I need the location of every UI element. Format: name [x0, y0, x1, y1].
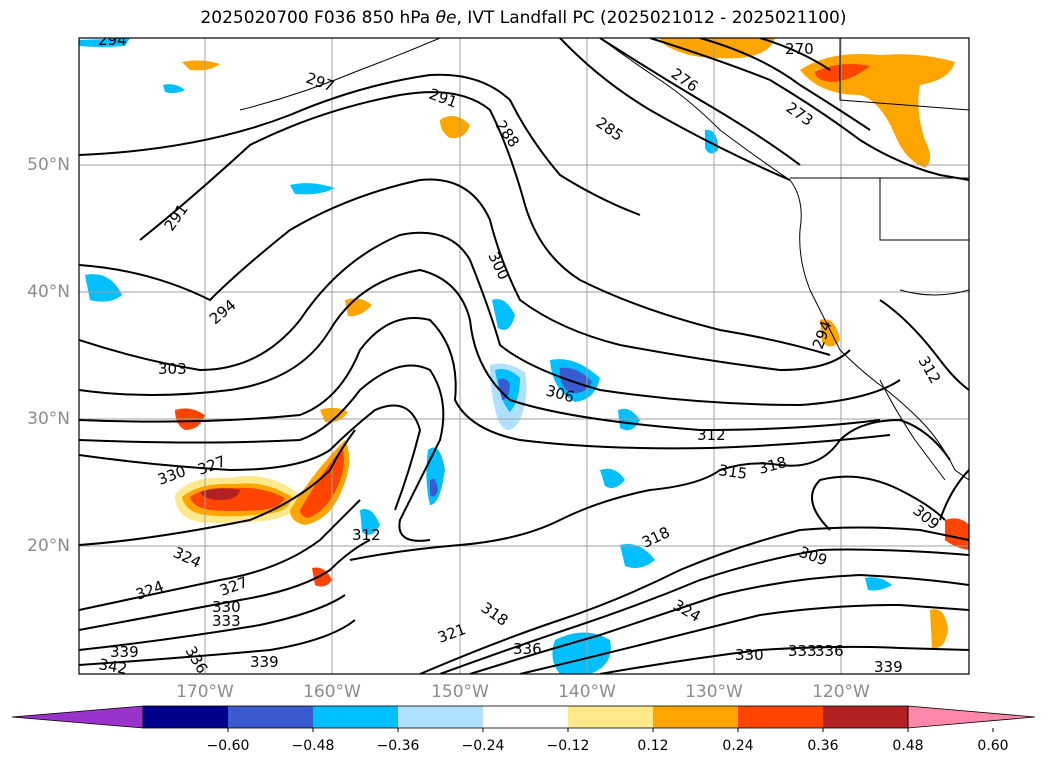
- contour-label: 339: [110, 643, 139, 661]
- map-frame: [78, 37, 970, 675]
- contour-label: 336: [513, 640, 542, 658]
- contour-label: 291: [161, 201, 192, 235]
- contour-label: 312: [697, 426, 726, 444]
- colorbar-segment: [568, 706, 653, 728]
- contour-label: 324: [670, 596, 704, 626]
- contour-label: 312: [352, 526, 381, 544]
- contour-labels: 294 297 291 288 285 276 270 273 291 294 …: [97, 31, 945, 678]
- lon-label: 160°W: [303, 682, 361, 702]
- colorbar-tick-label: 0.60: [977, 738, 1009, 754]
- lat-label: 20°N: [27, 536, 70, 556]
- contour-label: 285: [593, 114, 627, 145]
- colorbar-tick-label: −0.24: [461, 738, 505, 754]
- contour-label: 324: [133, 577, 166, 604]
- contour-label: 339: [874, 658, 903, 676]
- map-title: 2025020700 F036 850 hPa θe, IVT Landfall…: [0, 8, 1047, 28]
- gridlines: [79, 38, 969, 674]
- contour-label: 324: [170, 543, 204, 571]
- contour-label: 303: [158, 360, 187, 378]
- colorbar-segment: [398, 706, 483, 728]
- contour-label: 342: [97, 655, 128, 678]
- colorbar: [11, 705, 1036, 732]
- contour-label: 330: [735, 646, 764, 664]
- title-theta: θe: [435, 8, 457, 28]
- colorbar-segment: [313, 706, 398, 728]
- contour-label: 321: [435, 620, 468, 647]
- contour-label: 276: [668, 65, 702, 96]
- contour-label: 294: [98, 31, 127, 49]
- colorbar-tick-label: 0.12: [637, 738, 669, 754]
- lon-label: 150°W: [431, 682, 489, 702]
- contour-label: 327: [195, 452, 228, 479]
- coastlines: [239, 38, 969, 481]
- contour-label: 291: [427, 85, 460, 112]
- contour-label: 336: [182, 643, 212, 677]
- contour-label: 330: [155, 462, 188, 489]
- colorbar-tick-label: −0.12: [546, 738, 590, 754]
- colorbar-segment: [483, 706, 568, 728]
- contour-label: 294: [206, 296, 240, 328]
- colorbar-tick-label: −0.48: [291, 738, 335, 754]
- contour-label: 336: [815, 642, 844, 660]
- lat-label: 40°N: [27, 282, 70, 302]
- contour-label: 273: [783, 99, 817, 130]
- contours: [79, 38, 969, 674]
- colorbar-tick-label: −0.60: [206, 738, 250, 754]
- colorbar-segment: [823, 706, 908, 728]
- colorbar-segment: [653, 706, 738, 728]
- contour-label: 318: [478, 599, 512, 630]
- contour-label: 327: [217, 573, 250, 600]
- contour-label: 333: [212, 612, 241, 630]
- colorbar-arrow-min: [11, 705, 144, 729]
- lon-label: 130°W: [685, 682, 743, 702]
- contour-label: 312: [915, 353, 945, 387]
- contour-label: 309: [797, 543, 830, 570]
- contour-label: 315: [717, 461, 748, 483]
- title-prefix: 2025020700 F036 850 hPa: [200, 8, 436, 28]
- lon-label: 170°W: [176, 682, 234, 702]
- contour-label: 318: [639, 523, 673, 551]
- contour-label: 270: [785, 40, 814, 58]
- colorbar-outline: [142, 705, 909, 729]
- contour-label: 333: [788, 642, 817, 660]
- shading-layer: [79, 38, 969, 674]
- lat-label: 50°N: [27, 155, 70, 175]
- colorbar-tick-label: −0.36: [376, 738, 420, 754]
- colorbar-segment: [738, 706, 823, 728]
- colorbar-tick-label: 0.24: [722, 738, 754, 754]
- colorbar-segment: [228, 706, 313, 728]
- lon-label: 120°W: [812, 682, 870, 702]
- lon-label: 140°W: [558, 682, 616, 702]
- contour-label: 330: [212, 598, 241, 616]
- lat-label: 30°N: [27, 409, 70, 429]
- colorbar-arrow-max: [907, 705, 1036, 729]
- colorbar-segment: [143, 706, 228, 728]
- contour-label: 318: [756, 453, 788, 478]
- title-suffix: , IVT Landfall PC (2025021012 - 20250211…: [456, 8, 847, 28]
- contour-label: 339: [250, 653, 279, 671]
- colorbar-tick-label: 0.48: [892, 738, 924, 754]
- colorbar-tick-label: 0.36: [807, 738, 839, 754]
